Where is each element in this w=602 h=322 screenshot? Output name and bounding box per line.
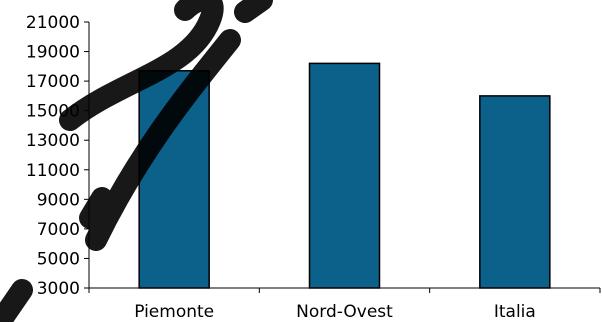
y-tick-label: 11000 (26, 161, 80, 181)
bar-nord-ovest (308, 62, 381, 289)
y-tick-label: 15000 (26, 102, 80, 122)
y-tick-label: 19000 (26, 43, 80, 63)
bar-italia (479, 95, 551, 289)
category-label: Piemonte (134, 302, 214, 322)
y-tick-label: 3000 (37, 279, 80, 299)
category-label: Nord-Ovest (296, 302, 393, 322)
bar-piemonte (138, 70, 210, 289)
y-tick-label: 21000 (26, 13, 80, 33)
category-label: Italia (494, 302, 536, 322)
y-tick-label: 7000 (37, 220, 80, 240)
y-tick-label: 17000 (26, 72, 80, 92)
category-labels: Piemonte Nord-Ovest Italia (134, 302, 536, 322)
y-tick-label: 5000 (37, 249, 80, 269)
y-tick-label: 9000 (37, 190, 80, 210)
y-axis: 3000 5000 7000 9000 11000 13000 15000 17000 1900… (26, 13, 90, 299)
bars (138, 62, 551, 289)
y-tick-label: 13000 (26, 131, 80, 151)
